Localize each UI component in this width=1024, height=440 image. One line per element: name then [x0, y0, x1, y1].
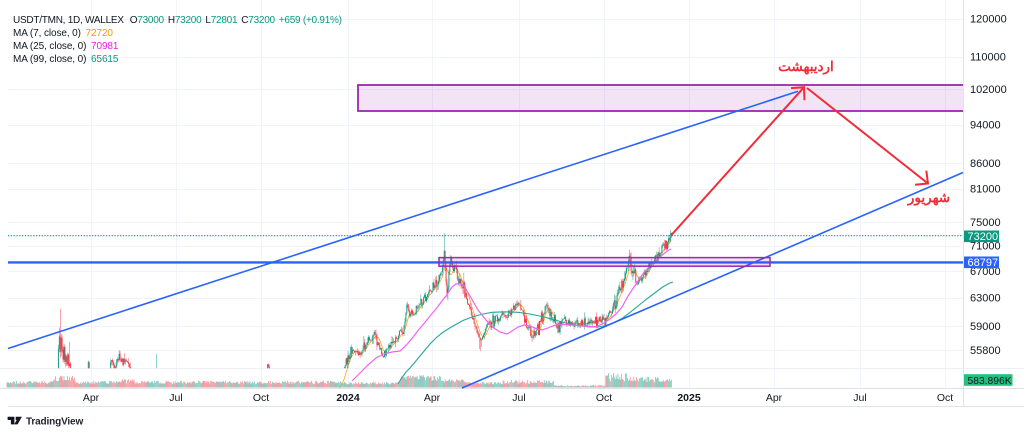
svg-text:63000: 63000 [970, 292, 1001, 304]
svg-text:94000: 94000 [970, 119, 1001, 131]
svg-text:اردیبهشت: اردیبهشت [778, 59, 834, 75]
svg-text:67000: 67000 [970, 266, 1001, 278]
svg-text:Apr: Apr [766, 392, 783, 404]
svg-text:2024: 2024 [336, 392, 360, 404]
svg-text:2025: 2025 [677, 392, 701, 404]
svg-text:Jul: Jul [169, 392, 182, 404]
svg-text:110000: 110000 [970, 51, 1006, 63]
svg-text:MA (25, close, 0) 70981: MA (25, close, 0) 70981 [13, 41, 119, 52]
svg-text:68797: 68797 [968, 257, 999, 269]
svg-text:TradingView: TradingView [26, 417, 83, 428]
svg-text:55800: 55800 [970, 345, 1001, 357]
svg-text:73200: 73200 [968, 231, 999, 243]
svg-text:71000: 71000 [970, 241, 1001, 253]
svg-text:Oct: Oct [596, 392, 612, 404]
svg-text:Apr: Apr [424, 392, 441, 404]
svg-text:120000: 120000 [970, 14, 1007, 26]
svg-text:Jul: Jul [853, 392, 866, 404]
svg-text:86000: 86000 [970, 158, 1001, 170]
svg-text:MA (99, close, 0) 65615: MA (99, close, 0) 65615 [13, 54, 119, 65]
svg-text:102000: 102000 [970, 84, 1007, 96]
svg-text:شهریور: شهریور [907, 190, 950, 206]
svg-text:Oct: Oct [253, 392, 269, 404]
svg-text:Apr: Apr [83, 392, 100, 404]
svg-text:MA (7, close, 0) 72720: MA (7, close, 0) 72720 [13, 28, 113, 39]
svg-text:Oct: Oct [937, 392, 953, 404]
svg-text:Jul: Jul [512, 392, 525, 404]
svg-text:59000: 59000 [970, 321, 1001, 333]
svg-text:583.896K: 583.896K [968, 376, 1012, 387]
svg-text:75000: 75000 [970, 217, 1001, 229]
svg-text:81000: 81000 [970, 184, 1001, 196]
